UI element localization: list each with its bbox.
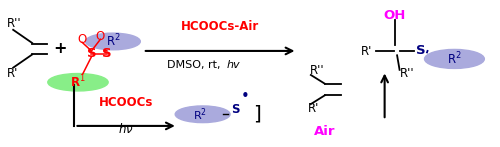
Text: HCOOCs: HCOOCs <box>99 96 154 109</box>
Text: R$^1$: R$^1$ <box>70 74 86 91</box>
Text: ]: ] <box>254 105 262 124</box>
Text: R'': R'' <box>400 67 414 80</box>
Text: R': R' <box>361 45 372 58</box>
Text: S: S <box>416 44 426 57</box>
Text: S: S <box>102 47 112 60</box>
Text: R'': R'' <box>7 17 22 30</box>
Text: +: + <box>53 41 66 56</box>
Text: hv: hv <box>226 60 240 70</box>
Text: R': R' <box>308 102 320 115</box>
Text: S: S <box>231 103 239 116</box>
Text: O: O <box>96 30 105 43</box>
Text: HCOOCs-Air: HCOOCs-Air <box>181 20 259 33</box>
Text: O: O <box>78 33 86 46</box>
Text: $h\nu$: $h\nu$ <box>118 122 134 136</box>
Ellipse shape <box>86 33 140 50</box>
Text: R$^2$: R$^2$ <box>447 51 462 67</box>
Text: Air: Air <box>314 125 336 138</box>
Ellipse shape <box>175 106 230 123</box>
Text: R$^2$: R$^2$ <box>193 106 207 123</box>
Text: DMSO, rt,: DMSO, rt, <box>166 60 224 70</box>
Text: R$^2$: R$^2$ <box>106 33 120 50</box>
Text: S: S <box>86 47 97 60</box>
Text: ·: · <box>86 43 92 61</box>
Text: •: • <box>240 89 250 104</box>
Ellipse shape <box>424 49 484 69</box>
Text: R'': R'' <box>310 64 324 77</box>
Text: R': R' <box>7 67 18 80</box>
Ellipse shape <box>48 74 108 91</box>
Text: OH: OH <box>384 9 406 22</box>
